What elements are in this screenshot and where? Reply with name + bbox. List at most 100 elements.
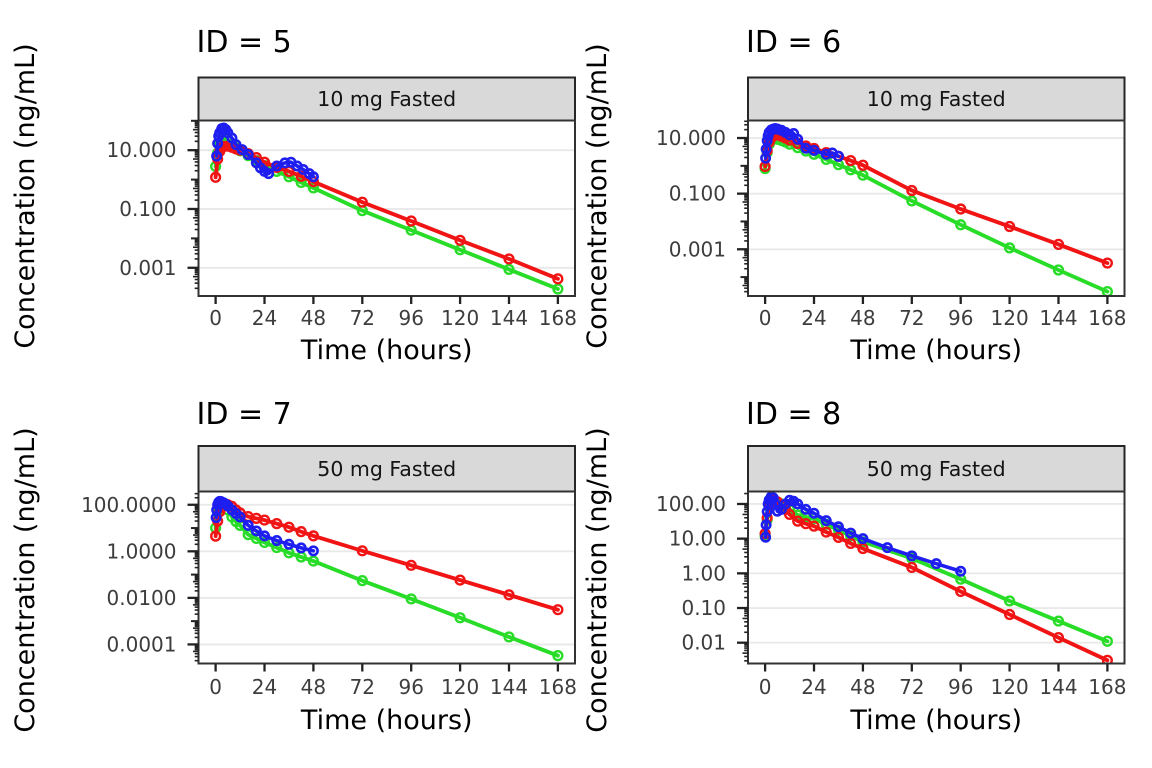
x-tick-label: 48 [850, 675, 875, 699]
observed-markers [210, 495, 319, 557]
data-point-marker [259, 530, 271, 542]
facet-strip-label: 50 mg Fasted [317, 457, 456, 481]
x-axis-title: Time (hours) [300, 335, 473, 366]
y-tick-label: 100.00 [656, 492, 726, 516]
data-point-marker [792, 498, 804, 510]
data-point-marker [1003, 242, 1016, 254]
data-point-marker [1052, 264, 1065, 276]
data-point-marker [552, 650, 564, 662]
data-point-marker [263, 168, 275, 180]
x-tick-label: 0 [759, 675, 772, 699]
data-point-marker [906, 550, 918, 562]
data-point-marker [356, 196, 368, 208]
data-point-marker [234, 511, 246, 523]
x-tick-label: 0 [209, 675, 222, 699]
x-tick-label: 96 [948, 306, 973, 330]
facet-strip-label: 50 mg Fasted [867, 457, 1006, 481]
data-point-marker [307, 555, 320, 567]
x-tick-label: 96 [398, 306, 423, 330]
data-point-marker [271, 518, 283, 530]
data-point-marker [1003, 595, 1016, 607]
data-point-marker [832, 531, 845, 543]
x-tick-label: 72 [350, 306, 375, 330]
x-axis-title: Time (hours) [300, 705, 473, 736]
y-tick-label: 10.000 [107, 138, 177, 162]
x-tick-label: 0 [209, 306, 222, 330]
y-tick-label: 10.00 [669, 527, 726, 551]
data-point-marker [881, 542, 893, 554]
facet-strip [747, 76, 1126, 122]
data-point-marker [503, 631, 515, 643]
data-point-marker [271, 541, 283, 554]
x-tick-label: 168 [539, 675, 577, 699]
data-point-marker [760, 531, 772, 543]
data-point-marker [906, 195, 918, 207]
data-point-marker [503, 253, 515, 265]
series-layer [759, 123, 1113, 296]
data-point-marker [271, 535, 283, 547]
y-axis-title: Concentration (ng/mL) [582, 427, 613, 732]
x-tick-label: 168 [1088, 306, 1126, 330]
data-point-marker [258, 514, 271, 526]
panel-title: ID = 6 [746, 25, 841, 60]
data-point-marker [955, 219, 967, 231]
data-point-marker [955, 585, 967, 598]
x-tick-label: 72 [899, 675, 924, 699]
x-tick-label: 48 [850, 306, 875, 330]
x-axis-ticks [214, 663, 560, 672]
data-point-marker [242, 519, 254, 531]
data-point-marker [405, 593, 417, 605]
data-point-marker [552, 604, 564, 616]
data-point-marker [930, 558, 942, 570]
x-tick-label: 120 [441, 306, 479, 330]
data-point-marker [552, 273, 564, 285]
x-tick-label: 144 [1039, 675, 1077, 699]
facet-strip [197, 445, 576, 493]
observed-series [760, 123, 844, 164]
observed-markers [760, 491, 967, 577]
panel-id-7: ID = 7 50 mg Fasted 100.0000 1.0000 0.0100 0.… [10, 397, 577, 736]
x-tick-label: 24 [801, 675, 826, 699]
data-point-marker [454, 574, 466, 586]
y-axis-ticks [737, 120, 748, 293]
y-axis-ticks [737, 492, 748, 662]
data-point-marker [503, 589, 515, 601]
observed-markers [211, 122, 319, 183]
y-axis-title: Concentration (ng/mL) [582, 43, 613, 348]
facet-strip-label: 10 mg Fasted [867, 87, 1006, 111]
y-tick-label: 1.0000 [107, 539, 177, 563]
x-axis-ticks [763, 296, 1109, 304]
data-point-marker [307, 545, 319, 557]
x-tick-label: 168 [539, 306, 577, 330]
data-point-marker [454, 612, 466, 624]
y-tick-label: 0.01 [681, 631, 726, 655]
y-tick-label: 0.001 [669, 237, 726, 261]
x-tick-label: 72 [899, 306, 924, 330]
data-point-marker [832, 150, 844, 162]
data-point-marker [210, 530, 222, 542]
data-point-marker [832, 521, 844, 533]
panel-title: ID = 5 [197, 25, 292, 60]
data-point-marker [783, 508, 796, 521]
data-point-marker [1003, 608, 1016, 621]
y-tick-label: 0.0100 [107, 586, 177, 610]
data-point-marker [906, 561, 918, 574]
data-point-marker [250, 525, 262, 537]
x-tick-label: 24 [252, 675, 277, 699]
data-point-marker [808, 144, 820, 156]
x-tick-label: 24 [801, 306, 826, 330]
simulated-red-markers [759, 494, 1113, 664]
x-axis-ticks [214, 296, 560, 304]
y-axis-title: Concentration (ng/mL) [10, 427, 41, 732]
x-tick-label: 144 [1039, 306, 1077, 330]
data-point-marker [845, 527, 857, 539]
y-axis-title: Concentration (ng/mL) [10, 43, 41, 348]
y-tick-label: 10.000 [656, 126, 726, 150]
data-point-marker [1052, 632, 1065, 644]
data-point-marker [820, 515, 832, 527]
series-layer [210, 122, 564, 295]
observed-series [760, 491, 967, 577]
data-point-marker [820, 148, 832, 160]
data-point-marker [845, 537, 857, 550]
